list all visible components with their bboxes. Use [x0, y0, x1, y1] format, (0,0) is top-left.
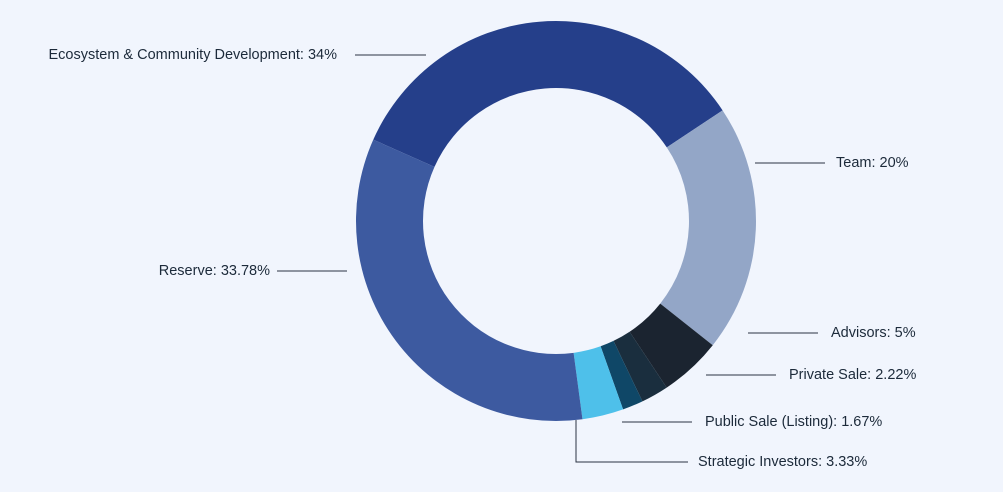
donut-segment — [629, 303, 713, 388]
segment-label: Ecosystem & Community Development: 34% — [49, 47, 338, 63]
leader-line — [575, 420, 688, 463]
donut-segment — [600, 340, 643, 410]
donut-segment — [660, 110, 756, 346]
donut-segment — [356, 139, 583, 422]
donut-segment — [373, 21, 723, 167]
segment-label: Strategic Investors: 3.33% — [698, 454, 867, 470]
segment-label: Team: 20% — [836, 155, 909, 171]
segment-label: Reserve: 33.78% — [159, 263, 270, 279]
donut-segment — [613, 331, 667, 402]
donut-segment — [573, 346, 624, 420]
segment-label: Private Sale: 2.22% — [789, 367, 916, 383]
segment-label: Advisors: 5% — [831, 325, 916, 341]
segment-label: Public Sale (Listing): 1.67% — [705, 414, 882, 430]
